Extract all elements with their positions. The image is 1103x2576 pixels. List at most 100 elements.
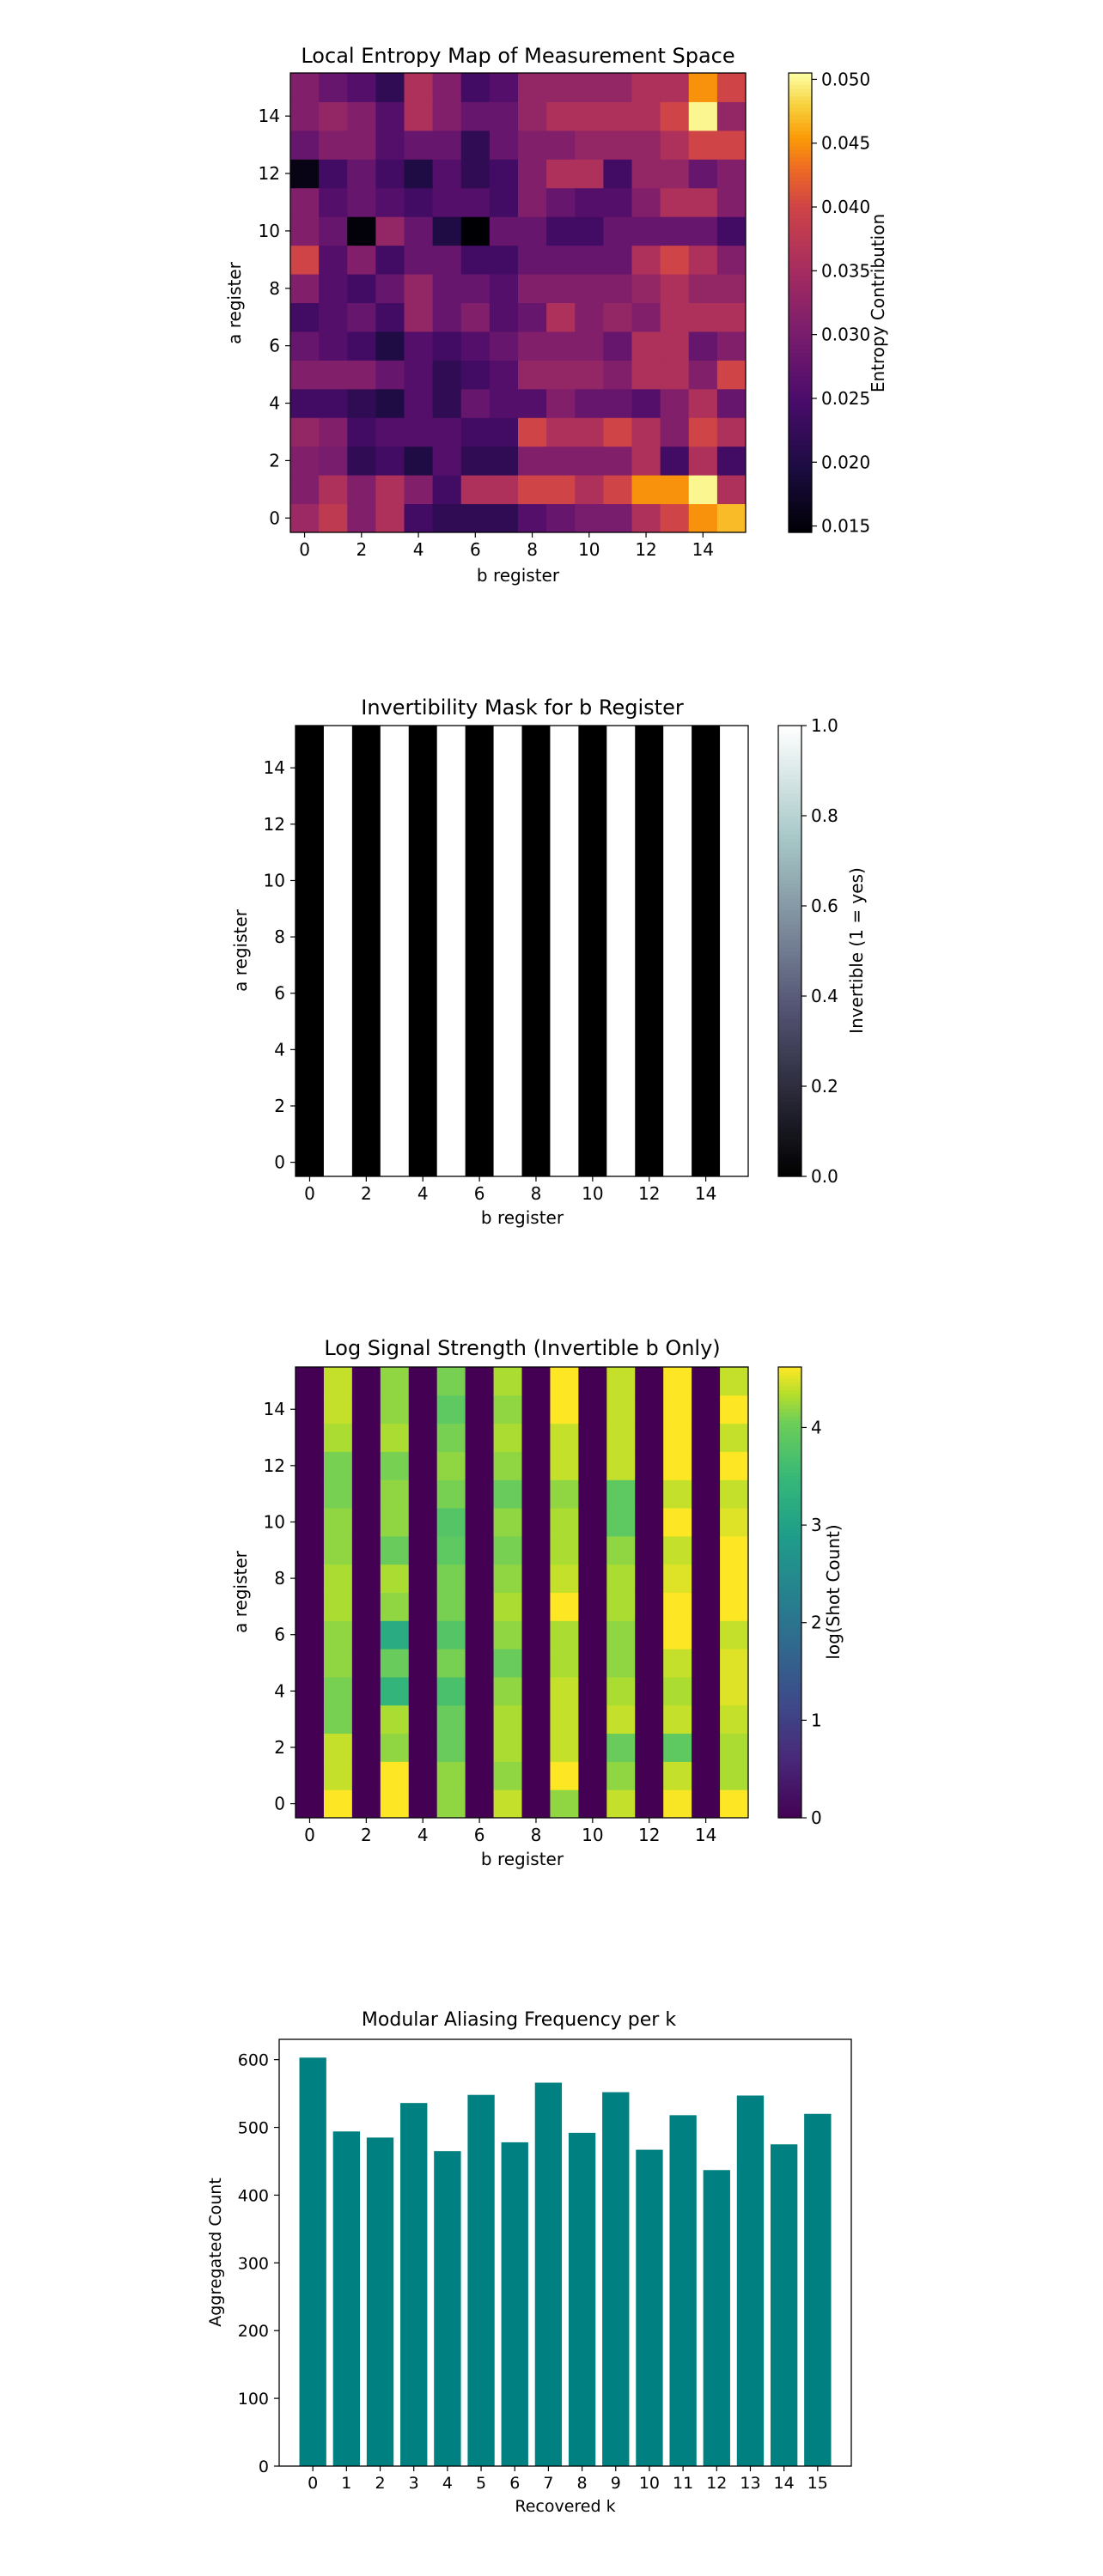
y-tick-label: 8 (269, 278, 280, 299)
heatmap-cell (493, 1789, 522, 1819)
heatmap-cell (465, 1676, 495, 1706)
heatmap-cell (603, 475, 632, 505)
colorbar-gradient-step (789, 501, 812, 507)
colorbar-gradient-step (789, 413, 812, 418)
heatmap-cell (716, 216, 747, 246)
colorbar-gradient-step (778, 1565, 801, 1571)
colorbar-gradient-step (778, 898, 801, 903)
bar (366, 2137, 394, 2466)
signal-y-ticks: 0 2 4 6 8 10 12 14 (264, 1399, 296, 1814)
colorbar-gradient-step (778, 966, 801, 970)
heatmap-cell (578, 1676, 607, 1706)
heatmap-cell (518, 101, 547, 131)
colorbar-gradient-step (778, 1026, 801, 1030)
colorbar-gradient-step (778, 778, 801, 783)
colorbar-gradient-step (789, 176, 812, 181)
heatmap-cell (460, 274, 491, 303)
entropy-xlabel: b register (477, 565, 560, 586)
heatmap-cell (631, 388, 661, 418)
colorbar-gradient-step (778, 868, 801, 873)
heatmap-cell (663, 1394, 692, 1425)
colorbar-gradient-step (789, 391, 812, 396)
heatmap-cell (546, 475, 576, 505)
colorbar-gradient-step (778, 1052, 801, 1057)
signal-title: Log Signal Strength (Invertible b Only) (324, 1336, 720, 1360)
heatmap-cell (380, 1592, 410, 1621)
colorbar-gradient-step (778, 1374, 801, 1379)
colorbar-gradient-step (789, 100, 812, 105)
colorbar-gradient-step (778, 1758, 801, 1762)
heatmap-cell (489, 101, 519, 131)
heatmap-cell (631, 417, 661, 447)
heatmap-cell (575, 159, 604, 189)
x-tick-label: 2 (361, 1183, 372, 1204)
colorbar-gradient-step (789, 402, 812, 407)
colorbar-frame (788, 72, 813, 533)
heatmap-cell (720, 1479, 749, 1509)
colorbar-gradient-step (789, 299, 812, 304)
heatmap-cell (518, 388, 547, 418)
colorbar-gradient-step (778, 1449, 801, 1455)
mask-column (408, 726, 438, 1176)
heatmap-cell (631, 503, 661, 533)
colorbar-gradient-step (778, 1731, 801, 1736)
heatmap-cell (692, 1649, 721, 1678)
heatmap-cell (319, 130, 348, 160)
heatmap-cell (720, 1620, 749, 1649)
heatmap-cell (404, 360, 434, 390)
colorbar-gradient-step (789, 115, 812, 120)
colorbar-gradient-step (778, 1716, 801, 1721)
heatmap-cell (631, 302, 661, 332)
x-tick-label: 9 (611, 2474, 621, 2493)
heatmap-cell (521, 1564, 551, 1593)
heatmap-cell (606, 1676, 636, 1706)
heatmap-cell (518, 360, 547, 390)
colorbar-gradient-step (778, 1472, 801, 1477)
mask-column (436, 726, 466, 1176)
heatmap-cell (436, 1479, 466, 1509)
heatmap-cell (521, 1535, 551, 1565)
y-tick-label: 8 (274, 1568, 285, 1589)
colorbar-gradient-step (778, 1577, 801, 1582)
heatmap-cell (323, 1592, 353, 1621)
heatmap-cell (465, 1394, 495, 1425)
colorbar-gradient-step (789, 379, 812, 384)
heatmap-cell (692, 1479, 721, 1509)
heatmap-cell (404, 417, 434, 447)
heatmap-cell (323, 1508, 353, 1537)
heatmap-cell (375, 475, 405, 505)
colorbar-gradient-step (778, 936, 801, 940)
heatmap-cell (575, 503, 604, 533)
colorbar-gradient-step (778, 1637, 801, 1642)
colorbar-gradient-step (789, 509, 812, 514)
heatmap-cell (688, 302, 718, 332)
heatmap-cell (465, 1592, 495, 1621)
y-tick-label: 6 (269, 336, 280, 356)
heatmap-cell (296, 1620, 325, 1649)
heatmap-cell (323, 1761, 353, 1790)
heatmap-cell (319, 159, 348, 189)
signal-x-ticks: 0 2 4 6 8 10 12 14 (304, 1818, 716, 1845)
colorbar-gradient-step (789, 471, 812, 476)
heatmap-cell (550, 1508, 579, 1537)
heatmap-cell (296, 1592, 325, 1621)
colorbar-gradient-step (778, 906, 801, 910)
colorbar-gradient-step (778, 1041, 801, 1046)
colorbar-gradient-step (778, 1513, 801, 1518)
colorbar-gradient-step (789, 195, 812, 200)
heatmap-cell (550, 1394, 579, 1425)
heatmap-cell (408, 1479, 438, 1509)
colorbar-gradient-step (789, 229, 812, 234)
heatmap-cell (688, 130, 718, 160)
heatmap-cell (351, 1451, 381, 1480)
heatmap-cell (375, 245, 405, 275)
heatmap-cell (432, 101, 462, 131)
x-tick-label: 4 (442, 2474, 453, 2493)
colorbar-gradient-step (778, 1674, 801, 1680)
colorbar-gradient-step (778, 786, 801, 790)
heatmap-cell (465, 1535, 495, 1565)
heatmap-cell (375, 101, 405, 131)
heatmap-cell (692, 1564, 721, 1593)
heatmap-cell (347, 446, 376, 476)
heatmap-cell (296, 1394, 325, 1425)
